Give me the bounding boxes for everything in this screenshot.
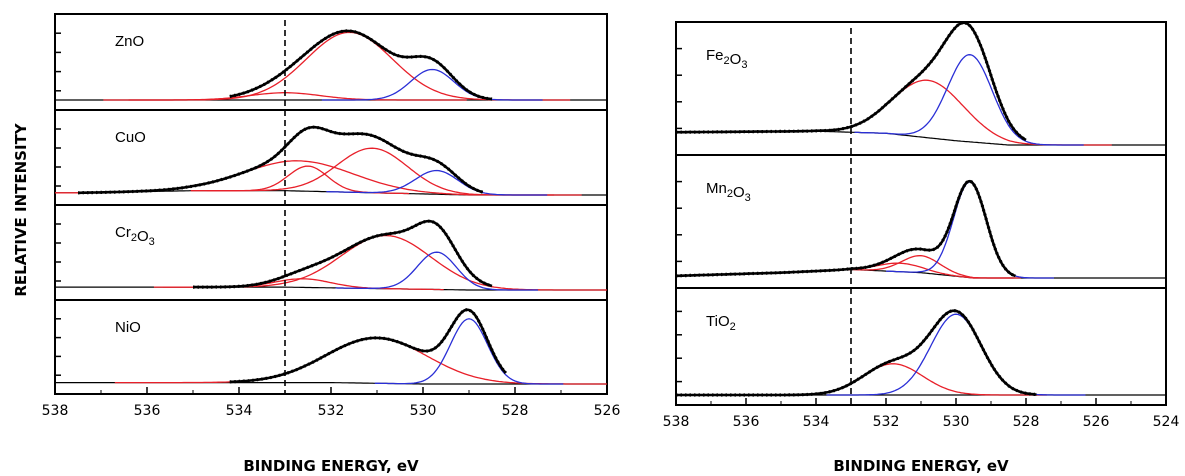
- panel-tio2: TiO2: [675, 287, 1167, 406]
- panel-mn2o3: Mn2O3: [675, 154, 1167, 289]
- sample-label: Fe2O3: [706, 47, 747, 71]
- panel-fe2o3: Fe2O3: [675, 21, 1167, 156]
- baseline-curve: [676, 130, 1166, 146]
- panel-nio: NiO: [54, 299, 608, 395]
- x-tick-label: 530: [410, 403, 437, 419]
- panel-cr2o3: Cr2O3: [54, 204, 608, 301]
- chart-left: ZnO CuO Cr2O3 NiO 538 536 534 532 530 528 526: [42, 13, 621, 419]
- panel-frame: [54, 299, 608, 395]
- data-points: [193, 219, 493, 289]
- envelope-curve: [229, 29, 493, 101]
- sample-label: TiO2: [706, 313, 736, 333]
- component-peak-blue: [326, 169, 548, 196]
- x-tick-label: 532: [318, 403, 345, 419]
- panel-zno: ZnO: [54, 13, 608, 111]
- component-peak-blue: [826, 313, 1086, 396]
- panel-frame: [675, 287, 1167, 406]
- x-tick-label: 530: [943, 414, 970, 430]
- component-peak-blue: [321, 68, 543, 101]
- x-tick-label: 528: [1013, 414, 1040, 430]
- sample-label: Mn2O3: [706, 180, 751, 204]
- x-tick-label: 534: [226, 403, 253, 419]
- panel-frame: [54, 204, 608, 301]
- x-tick-label: 536: [134, 403, 161, 419]
- component-peak-red: [744, 79, 1112, 146]
- sample-label: NiO: [115, 319, 141, 336]
- sample-label: CuO: [115, 129, 146, 146]
- data-points: [675, 179, 1017, 278]
- sample-label: ZnO: [115, 33, 144, 50]
- x-tick-label: 532: [873, 414, 900, 430]
- panel-cuo: CuO: [54, 109, 608, 206]
- panel-frame: [675, 154, 1167, 289]
- component-peak-blue: [854, 54, 1084, 146]
- component-peak-red: [190, 147, 555, 196]
- left-x-axis-title: BINDING ENERGY, eV: [243, 457, 419, 475]
- component-peak-blue: [335, 251, 538, 291]
- x-tick-label: 538: [663, 414, 690, 430]
- right-x-axis-title: BINDING ENERGY, eV: [833, 457, 1009, 475]
- data-points: [229, 308, 507, 384]
- envelope-curve: [676, 21, 1027, 142]
- panel-frame: [675, 21, 1167, 156]
- component-peak-blue: [374, 318, 564, 385]
- x-tick-label: 536: [733, 414, 760, 430]
- x-tick-label: 528: [502, 403, 529, 419]
- panel-frame: [54, 13, 608, 111]
- sample-label: Cr2O3: [115, 224, 155, 248]
- component-peak-red: [153, 234, 607, 291]
- x-tick-label: 538: [42, 403, 69, 419]
- component-peak-red: [128, 31, 571, 101]
- component-peak-red: [206, 165, 410, 195]
- chart-right: Fe2O3 Mn2O3 TiO2 538 536 534 532 530 528 526 524: [663, 21, 1180, 430]
- left-y-axis-title: RELATIVE INTENSITY: [12, 122, 30, 296]
- x-tick-label: 526: [594, 403, 621, 419]
- data-points: [78, 125, 484, 195]
- envelope-curve: [676, 309, 1037, 397]
- component-peak-red: [114, 337, 607, 385]
- x-tick-label: 526: [1083, 414, 1110, 430]
- x-tick-label: 534: [803, 414, 830, 430]
- component-peak-blue: [885, 181, 1054, 279]
- x-tick-label: 524: [1153, 414, 1180, 430]
